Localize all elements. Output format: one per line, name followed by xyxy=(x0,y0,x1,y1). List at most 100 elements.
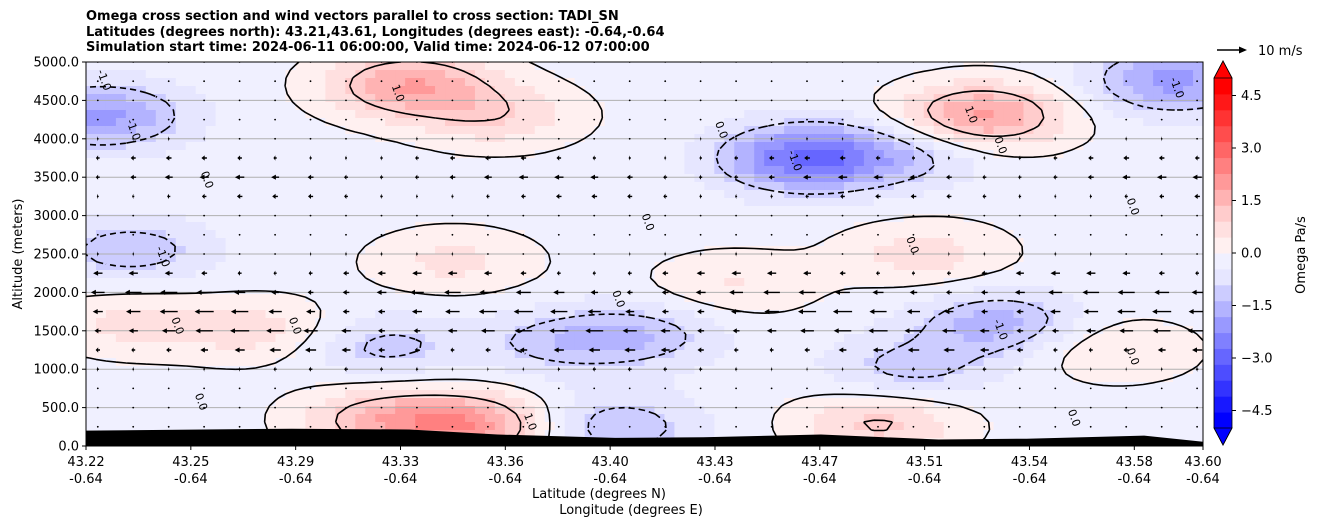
omega-cell xyxy=(953,262,965,271)
omega-cell xyxy=(534,166,546,175)
omega-cell xyxy=(1123,406,1134,415)
omega-cell xyxy=(155,366,167,375)
omega-cell xyxy=(205,214,217,223)
omega-cell xyxy=(584,334,596,343)
omega-cell xyxy=(993,342,1005,351)
omega-cell xyxy=(175,166,187,175)
omega-cell xyxy=(1153,262,1164,271)
omega-cell xyxy=(624,150,636,159)
omega-cell xyxy=(843,350,855,359)
omega-cell xyxy=(335,254,346,263)
omega-cell xyxy=(943,78,955,87)
omega-cell xyxy=(833,190,845,199)
omega-cell xyxy=(215,374,227,383)
omega-cell xyxy=(285,398,297,407)
omega-cell xyxy=(953,78,965,87)
omega-cell xyxy=(873,110,885,119)
omega-cell xyxy=(833,238,845,247)
omega-cell xyxy=(215,390,227,399)
omega-cell xyxy=(405,350,416,359)
omega-cell xyxy=(1193,302,1203,311)
omega-cell xyxy=(724,254,735,263)
omega-cell xyxy=(963,294,975,303)
omega-cell xyxy=(425,366,436,375)
omega-cell xyxy=(524,190,536,199)
omega-cell xyxy=(464,398,476,407)
omega-cell xyxy=(145,278,157,287)
omega-cell xyxy=(704,294,715,303)
omega-cell xyxy=(544,222,556,231)
omega-cell xyxy=(754,366,765,375)
omega-cell xyxy=(1033,246,1045,255)
omega-cell xyxy=(494,222,506,231)
omega-cell xyxy=(115,102,127,111)
omega-cell xyxy=(554,382,566,391)
omega-cell xyxy=(853,350,865,359)
omega-cell xyxy=(674,78,685,87)
omega-cell xyxy=(295,246,307,255)
omega-cell xyxy=(744,374,755,383)
omega-cell xyxy=(175,374,187,383)
omega-cell xyxy=(1053,350,1064,359)
omega-cell xyxy=(833,406,845,415)
omega-cell xyxy=(125,78,137,87)
omega-cell xyxy=(365,406,376,415)
omega-cell xyxy=(1123,342,1134,351)
omega-cell xyxy=(614,126,626,135)
omega-cell xyxy=(594,414,606,423)
omega-cell xyxy=(574,390,586,399)
omega-cell xyxy=(524,214,536,223)
omega-cell xyxy=(245,334,257,343)
omega-cell xyxy=(534,270,546,279)
omega-cell xyxy=(794,94,805,103)
omega-cell xyxy=(943,294,955,303)
omega-cell xyxy=(1033,382,1045,391)
omega-cell xyxy=(764,318,775,327)
omega-cell xyxy=(1183,254,1194,263)
omega-cell xyxy=(335,382,346,391)
omega-cell xyxy=(1163,102,1174,111)
omega-cell xyxy=(165,166,177,175)
omega-cell xyxy=(325,278,336,287)
omega-cell xyxy=(804,62,815,71)
omega-cell xyxy=(435,86,446,95)
omega-cell xyxy=(963,350,975,359)
omega-cell xyxy=(1053,366,1064,375)
omega-cell xyxy=(833,230,845,239)
omega-cell xyxy=(265,302,277,311)
omega-cell xyxy=(345,158,356,167)
omega-cell xyxy=(624,166,636,175)
omega-cell xyxy=(1073,198,1084,207)
omega-cell xyxy=(744,94,755,103)
omega-cell xyxy=(584,222,596,231)
omega-cell xyxy=(205,262,217,271)
omega-cell xyxy=(195,382,207,391)
omega-cell xyxy=(205,374,217,383)
omega-cell xyxy=(395,126,406,135)
omega-cell xyxy=(345,262,356,271)
omega-cell xyxy=(714,86,725,95)
omega-cell xyxy=(804,342,815,351)
omega-cell xyxy=(644,174,656,183)
omega-cell xyxy=(295,214,307,223)
omega-cell xyxy=(455,390,466,399)
omega-cell xyxy=(464,294,476,303)
omega-cell xyxy=(215,310,227,319)
omega-cell xyxy=(275,94,287,103)
omega-cell xyxy=(1013,358,1025,367)
omega-cell xyxy=(1143,86,1154,95)
omega-cell xyxy=(295,102,307,111)
omega-cell xyxy=(195,78,207,87)
omega-cell xyxy=(694,230,705,239)
omega-cell xyxy=(1153,246,1164,255)
omega-cell xyxy=(155,350,167,359)
omega-cell xyxy=(375,334,386,343)
omega-cell xyxy=(205,278,217,287)
omega-cell xyxy=(804,310,815,319)
omega-cell xyxy=(953,222,965,231)
omega-cell xyxy=(235,182,247,191)
omega-cell xyxy=(923,214,935,223)
omega-cell xyxy=(534,126,546,135)
omega-cell xyxy=(893,62,905,71)
omega-cell xyxy=(165,270,177,279)
